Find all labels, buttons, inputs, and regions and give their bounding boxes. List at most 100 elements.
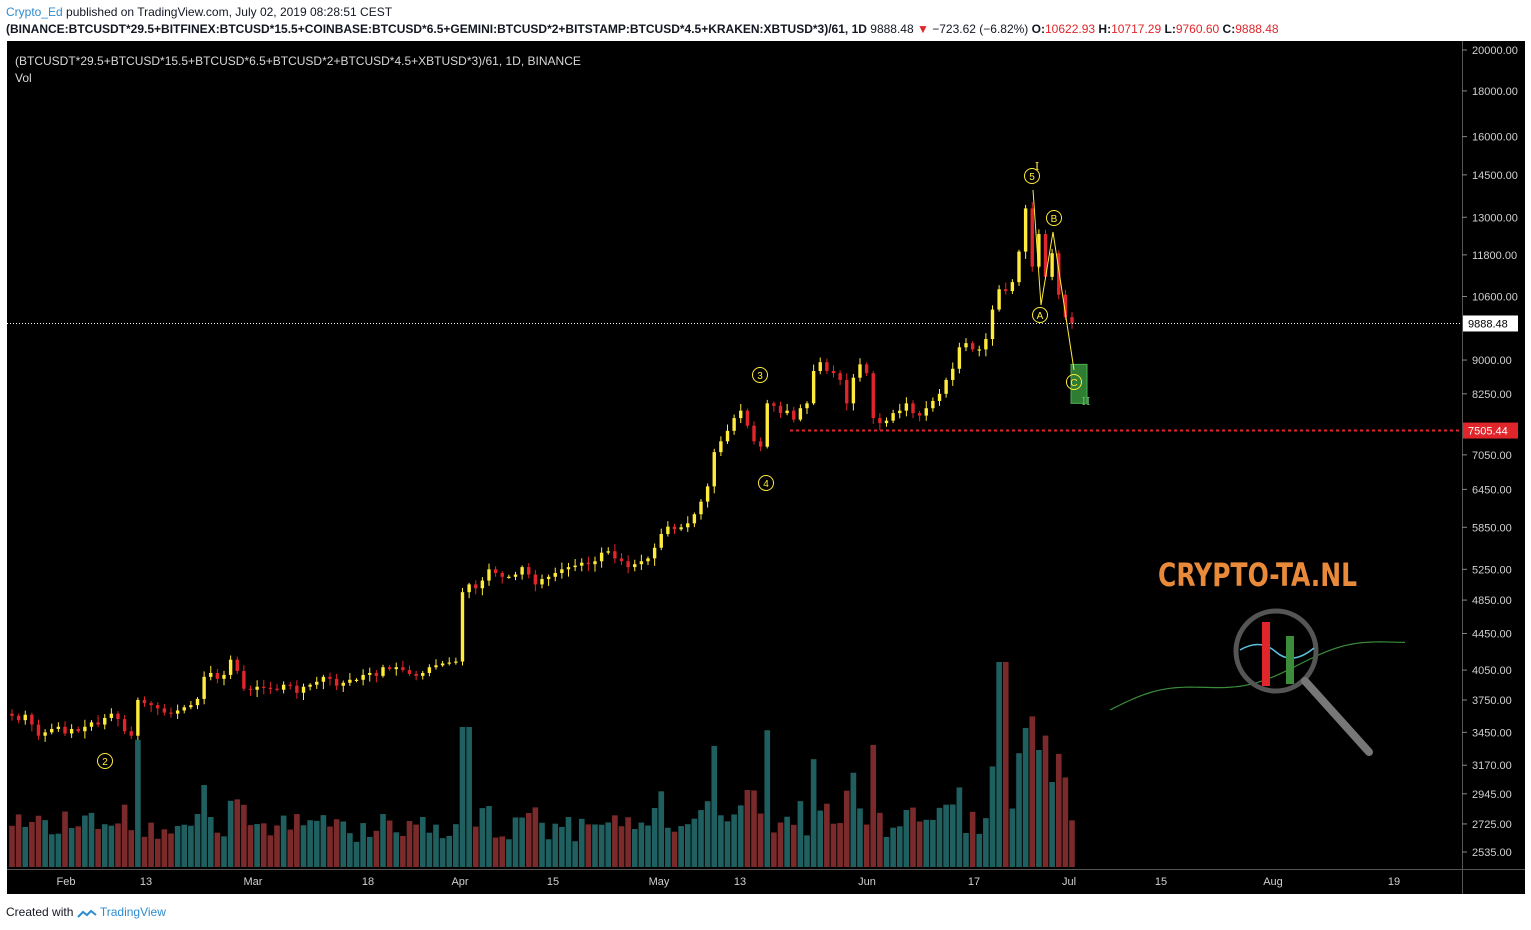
candle-body [984, 339, 988, 350]
volume-bar [234, 799, 241, 867]
candle-body [540, 579, 544, 585]
x-tick-label: May [649, 876, 670, 888]
candle-body [368, 672, 372, 675]
chart-pane[interactable] [7, 41, 1462, 869]
volume-bar [863, 824, 870, 867]
volume-bar [910, 807, 916, 867]
volume-bar [479, 808, 486, 867]
candle-body [248, 688, 253, 690]
candle-body [69, 728, 74, 734]
change-down-icon: ▼ [917, 22, 929, 36]
axis-corner [1462, 869, 1525, 894]
candle-body [1030, 208, 1034, 267]
y-tick-label: 8250.00 [1472, 389, 1512, 401]
candle-body [825, 362, 829, 371]
candle-body [659, 533, 663, 548]
y-tick-label: 3170.00 [1472, 760, 1512, 772]
volume-bar [486, 806, 492, 867]
candle-body [917, 413, 922, 416]
candle-body [182, 707, 186, 711]
last-price: 9888.48 [870, 22, 914, 36]
author-link[interactable]: Crypto_Ed [6, 5, 63, 19]
y-tick-label: 9000.00 [1472, 355, 1512, 367]
open-value: 10622.93 [1045, 22, 1096, 36]
volume-bar [1036, 749, 1042, 867]
candle-body [924, 408, 928, 416]
volume-bar [996, 662, 1002, 867]
candle-body [16, 715, 21, 721]
volume-bar [267, 835, 274, 867]
candle-body [189, 705, 193, 708]
volume-bar [48, 834, 55, 867]
tradingview-logo-icon [77, 908, 97, 918]
wave-label: 5 [1029, 172, 1035, 183]
volume-legend[interactable]: Vol [15, 71, 32, 85]
support-tag-label: 7505.44 [1468, 426, 1508, 438]
close-value: 9888.48 [1235, 22, 1279, 36]
x-tick-label: 13 [140, 876, 152, 888]
volume-bar [68, 828, 75, 867]
candle-body [500, 573, 504, 577]
volume-bar [188, 825, 194, 867]
logo-candle [1262, 622, 1270, 686]
candle-body [898, 410, 902, 414]
volume-bar [161, 829, 168, 867]
volume-bar [115, 823, 121, 867]
volume-bar [790, 824, 797, 867]
candle-body [43, 732, 47, 736]
candle-body [23, 714, 27, 721]
volume-bar [241, 804, 247, 867]
series-legend[interactable]: (BTCUSDT*29.5+BTCUSD*15.5+BTCUSD*6.5+BTC… [15, 54, 581, 68]
y-tick-label: 18000.00 [1472, 86, 1518, 98]
candle-body [546, 576, 551, 580]
candle-body [904, 403, 909, 411]
footer: Created with TradingView [6, 905, 166, 919]
volume-bar [29, 821, 35, 867]
created-with-text: Created with [6, 905, 74, 919]
volume-bar [711, 745, 718, 867]
support-tag [1463, 422, 1518, 439]
candle-body [169, 712, 173, 714]
tradingview-link[interactable]: TradingView [99, 905, 166, 919]
candle-body [361, 674, 365, 680]
volume-bar [320, 815, 327, 867]
price-axis[interactable] [1462, 41, 1525, 869]
candle-body [341, 682, 345, 686]
candle-body [858, 364, 862, 378]
candle-body [805, 403, 809, 409]
x-tick-label: Mar [244, 876, 263, 888]
volume-bar [453, 824, 459, 867]
candle-body [944, 379, 948, 394]
y-tick-label: 13000.00 [1472, 212, 1518, 224]
wave-label-circle [752, 367, 768, 383]
volume-bar [413, 824, 419, 867]
candle-body [745, 410, 750, 426]
volume-bar [426, 832, 433, 867]
candle-body [580, 562, 584, 566]
candle-body [639, 561, 644, 565]
candle-body [63, 726, 67, 734]
candle-body [719, 441, 723, 453]
volume-bar [373, 830, 380, 867]
candle-body [427, 667, 432, 673]
candle-body [765, 403, 769, 447]
x-tick-label: 15 [547, 876, 559, 888]
volume-bar [956, 787, 963, 867]
volume-bar [684, 824, 691, 867]
candle-body [255, 686, 259, 690]
price-change: −723.62 (−6.82%) [932, 22, 1029, 36]
volume-bar [128, 830, 135, 867]
candle-body [752, 425, 756, 442]
volume-bar [519, 817, 525, 867]
candle-body [262, 686, 266, 688]
candle-body [878, 418, 882, 424]
y-tick-label: 3750.00 [1472, 695, 1512, 707]
candle-body [381, 667, 385, 676]
y-tick-label: 5850.00 [1472, 522, 1512, 534]
candle-body [1004, 289, 1008, 292]
candle-body [520, 567, 524, 575]
candle-body [467, 584, 471, 593]
time-axis[interactable] [7, 869, 1462, 894]
candle-body [679, 527, 683, 530]
x-tick-label: 18 [362, 876, 374, 888]
